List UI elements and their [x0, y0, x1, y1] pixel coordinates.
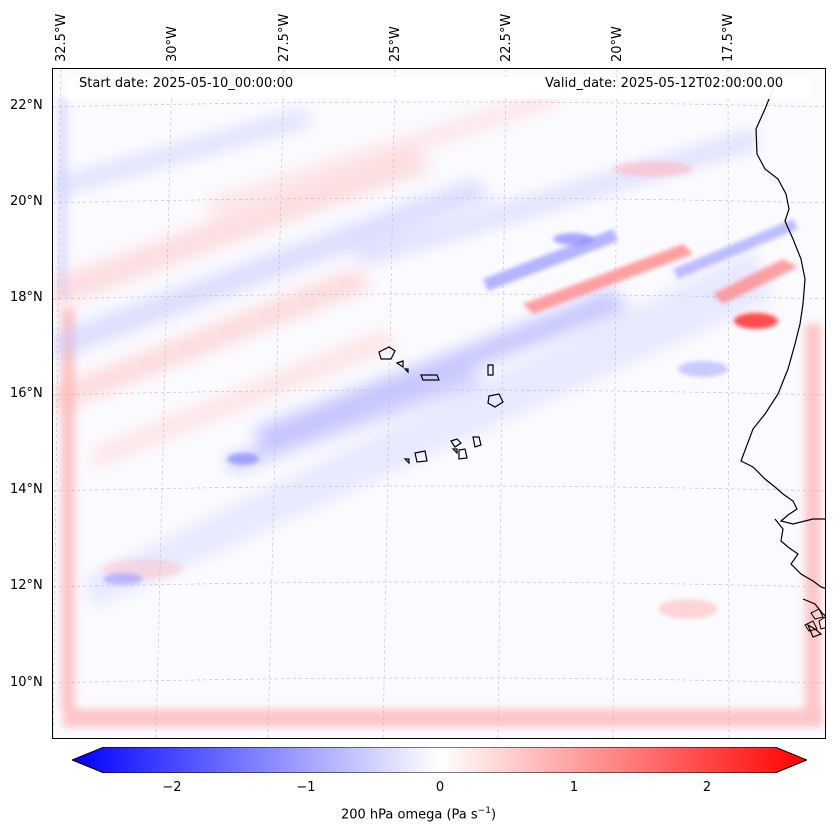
boundary-zone	[58, 99, 823, 727]
colorbar-tick-1: 1	[569, 780, 579, 795]
central-band	[83, 249, 773, 609]
colorbar-label-end: )	[490, 807, 497, 823]
lat-label-22n: 22°N	[10, 98, 43, 113]
colorbar-body	[72, 747, 807, 773]
graticule	[53, 69, 825, 738]
colorbar-tick-0: 0	[435, 780, 445, 795]
field-background	[53, 69, 825, 738]
lon-label-22-5w: 22.5°W	[499, 13, 514, 62]
lat-label-12n: 12°N	[10, 578, 43, 593]
colorbar-label: 200 hPa omega (Pa s−1)	[0, 806, 837, 822]
lon-label-32-5w: 32.5°W	[54, 13, 69, 62]
colorbar	[72, 747, 807, 773]
lon-label-27-5w: 27.5°W	[277, 13, 292, 62]
valid-date-label: Valid_date: 2025-05-12T02:00:00.00	[545, 76, 784, 91]
colorbar-tick-neg1: −1	[296, 780, 316, 795]
colorbar-tick-neg2: −2	[162, 780, 182, 795]
lat-label-10n: 10°N	[10, 675, 43, 690]
coastal-islets	[804, 608, 825, 632]
header-strip	[67, 77, 811, 99]
colorbar-label-exponent: −1	[477, 806, 491, 816]
colorbar-tick-2: 2	[702, 780, 712, 795]
lat-label-16n: 16°N	[10, 386, 43, 401]
omega-field	[53, 69, 825, 738]
lat-label-14n: 14°N	[10, 482, 43, 497]
lon-label-30w: 30°W	[165, 26, 180, 62]
lon-label-20w: 20°W	[610, 26, 625, 62]
map-panel	[52, 68, 826, 739]
colorbar-label-text: 200 hPa omega (Pa s	[340, 807, 478, 823]
lon-label-17-5w: 17.5°W	[721, 13, 736, 62]
cape-verde-islands	[378, 346, 504, 465]
coastal-features	[103, 161, 798, 619]
lat-label-18n: 18°N	[10, 290, 43, 305]
start-date-label: Start date: 2025-05-10_00:00:00	[79, 76, 294, 91]
lat-label-20n: 20°N	[10, 194, 43, 209]
lon-label-25w: 25°W	[388, 26, 403, 62]
